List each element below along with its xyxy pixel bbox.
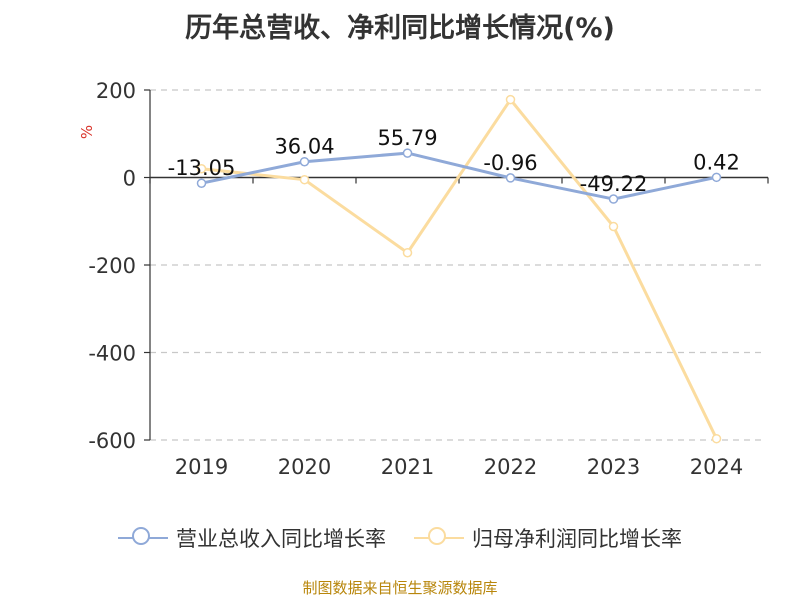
legend-marker-revenue (118, 525, 168, 551)
x-tick-label: 2024 (690, 455, 743, 479)
series-line-0 (201, 151, 717, 201)
y-tick-label: -400 (88, 342, 136, 366)
data-label: -49.22 (580, 172, 648, 196)
y-tick-label: -600 (88, 429, 136, 453)
y-tick-label: 200 (96, 79, 136, 103)
data-point-series-1 (711, 433, 722, 444)
data-label: -13.05 (168, 156, 236, 180)
y-axis-unit-label: % (78, 125, 96, 139)
legend-label-revenue: 营业总收入同比增长率 (176, 527, 386, 551)
data-point-series-0 (608, 194, 619, 204)
data-label: 36.04 (274, 135, 334, 159)
data-point-series-0 (299, 156, 310, 167)
data-point-series-0 (505, 173, 516, 183)
source-footer: 制图数据来自恒生聚源数据库 (302, 579, 498, 597)
data-point-series-0 (711, 172, 722, 183)
legend-item-net-profit[interactable]: 归母净利润同比增长率 (414, 523, 682, 553)
data-label: 0.42 (693, 150, 740, 174)
x-tick-label: 2021 (381, 455, 434, 479)
data-point-series-0 (196, 178, 207, 188)
data-point-series-1 (196, 164, 207, 174)
chart-title: 历年总营收、净利同比增长情况(%) (185, 13, 615, 44)
x-tick-label: 2023 (587, 455, 640, 479)
y-tick-label: 0 (123, 167, 136, 191)
data-point-series-1 (402, 248, 413, 258)
data-point-series-1 (608, 221, 619, 232)
data-label: 55.79 (377, 126, 437, 150)
legend-marker-net-profit (414, 525, 464, 551)
legend-item-revenue[interactable]: 营业总收入同比增长率 (118, 523, 386, 553)
x-tick-label: 2020 (278, 455, 331, 479)
data-label: -0.96 (483, 151, 537, 175)
legend-label-net-profit: 归母净利润同比增长率 (472, 527, 682, 551)
data-point-series-1 (299, 174, 310, 185)
x-tick-label: 2022 (484, 455, 537, 479)
legend: 营业总收入同比增长率 归母净利润同比增长率 (0, 520, 800, 556)
series-line-1 (201, 98, 718, 440)
y-tick-label: -200 (88, 254, 136, 278)
data-point-series-1 (505, 94, 516, 105)
x-tick-label: 2019 (175, 455, 228, 479)
data-point-series-0 (402, 148, 413, 158)
